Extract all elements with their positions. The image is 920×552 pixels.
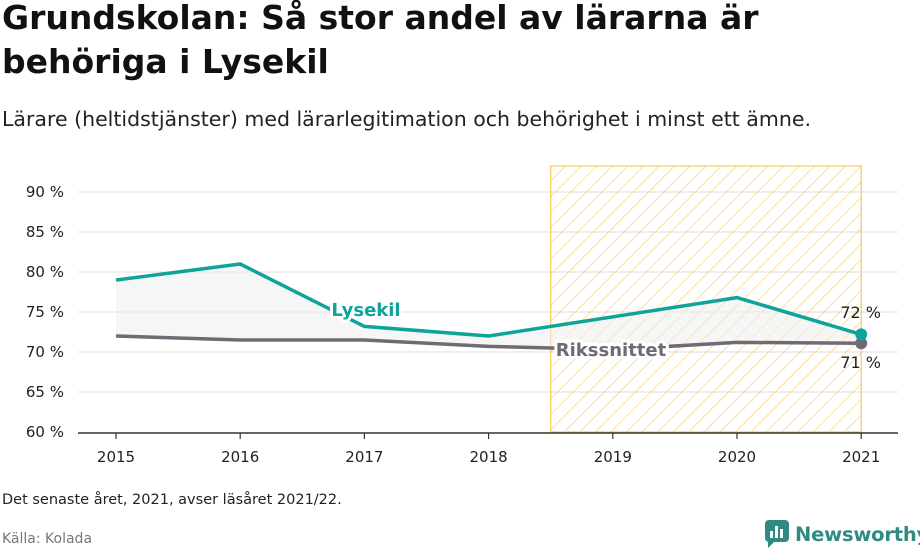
x-tick-label: 2017 (345, 448, 383, 466)
series-label-lysekil: Lysekil (331, 300, 400, 321)
y-tick-label: 80 % (26, 263, 64, 281)
y-tick-label: 65 % (26, 383, 64, 401)
series-line-rikssnittet (115, 334, 862, 352)
y-tick-label: 60 % (26, 423, 64, 441)
series-label-rikssnittet: Rikssnittet (556, 340, 667, 361)
series-label-lysekil-halo: Lysekil (331, 300, 400, 321)
newsworthy-logo-icon (765, 520, 789, 548)
chart-title: Grundskolan: Så stor andel av lärarna är… (2, 0, 759, 81)
y-tick-label: 75 % (26, 303, 64, 321)
x-axis (78, 432, 898, 439)
y-axis-tick-labels: 60 % 65 % 70 % 75 % 80 % 85 % 90 % (26, 183, 64, 441)
end-value-rikssnittet: 71 % (840, 353, 881, 372)
highlight-rect (550, 165, 862, 433)
highlight-period (550, 165, 862, 433)
y-tick-label: 70 % (26, 343, 64, 361)
end-marker-lysekil (855, 328, 868, 341)
chart-subtitle: Lärare (heltidstjänster) med lärarlegiti… (2, 107, 811, 131)
x-tick-label: 2021 (842, 448, 880, 466)
footnote: Det senaste året, 2021, avser läsåret 20… (2, 492, 342, 508)
x-tick-label: 2018 (470, 448, 508, 466)
end-value-lysekil: 72 % (840, 303, 881, 322)
x-axis-tick-labels: 2015 2016 2017 2018 2019 2020 2021 (97, 448, 880, 466)
series-label-rikssnittet-halo: Rikssnittet (556, 340, 667, 361)
area-between (116, 264, 862, 350)
series-line-lysekil (115, 262, 862, 338)
series-lines (115, 262, 868, 352)
x-tick-label: 2020 (718, 448, 756, 466)
source-text: Källa: Kolada (2, 531, 93, 547)
x-tick-label: 2019 (594, 448, 632, 466)
brand-logo[interactable]: Newsworthy (764, 518, 920, 550)
brand-name: Newsworthy (795, 522, 920, 546)
area-between-series (116, 264, 862, 350)
end-marker-rikssnittet (855, 337, 868, 350)
y-tick-label: 90 % (26, 183, 64, 201)
x-tick-label: 2016 (221, 448, 259, 466)
y-tick-label: 85 % (26, 223, 64, 241)
x-tick-label: 2015 (97, 448, 135, 466)
